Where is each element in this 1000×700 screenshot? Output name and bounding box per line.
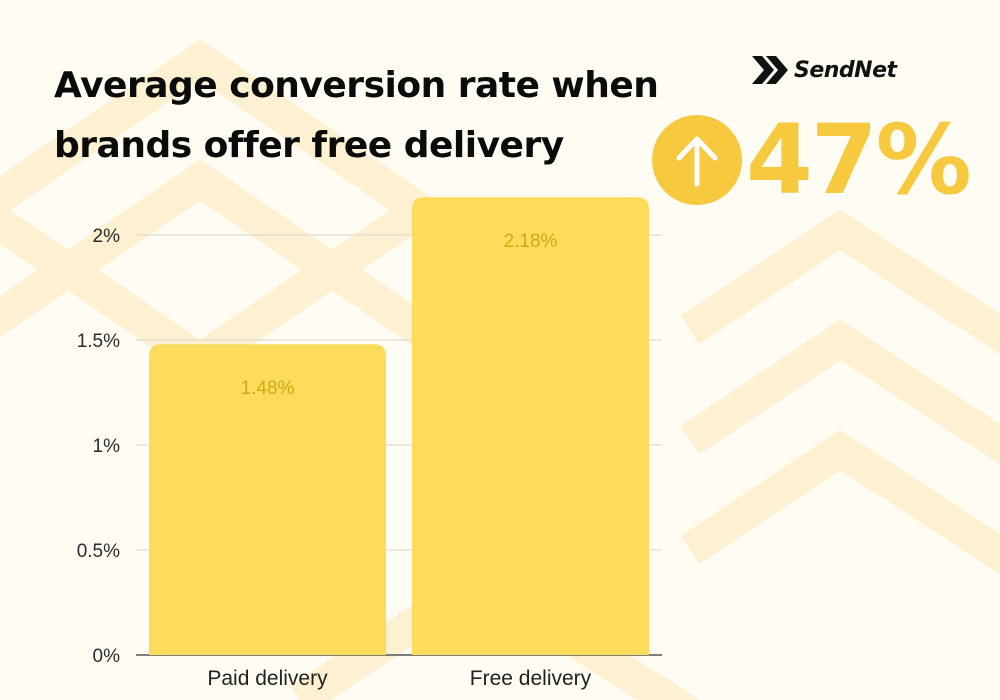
double-chevron-icon (752, 56, 788, 84)
y-tick-label: 2% (93, 226, 121, 247)
category-label: Paid delivery (207, 667, 328, 690)
highlight-value: 47% (746, 104, 972, 216)
bar-free-delivery (412, 197, 649, 655)
title-line-1: Average conversion rate when (54, 65, 659, 106)
highlight-stat: 47% (652, 104, 972, 216)
arrow-up-icon (676, 136, 718, 187)
brand-logo: SendNet (752, 54, 897, 86)
bar-paid-delivery (149, 344, 386, 655)
category-label: Free delivery (470, 667, 592, 690)
data-label: 1.48% (241, 378, 295, 399)
y-tick-label: 0.5% (77, 541, 120, 562)
arrow-up-circle (652, 115, 742, 205)
title-line-2: brands offer free delivery (54, 125, 564, 166)
y-tick-label: 1.5% (77, 331, 120, 352)
brand-name: SendNet (794, 57, 897, 83)
chart-title: Average conversion rate when brands offe… (54, 56, 694, 176)
y-tick-label: 0% (93, 646, 121, 667)
data-label: 2.18% (504, 231, 558, 252)
y-tick-label: 1% (93, 436, 121, 457)
